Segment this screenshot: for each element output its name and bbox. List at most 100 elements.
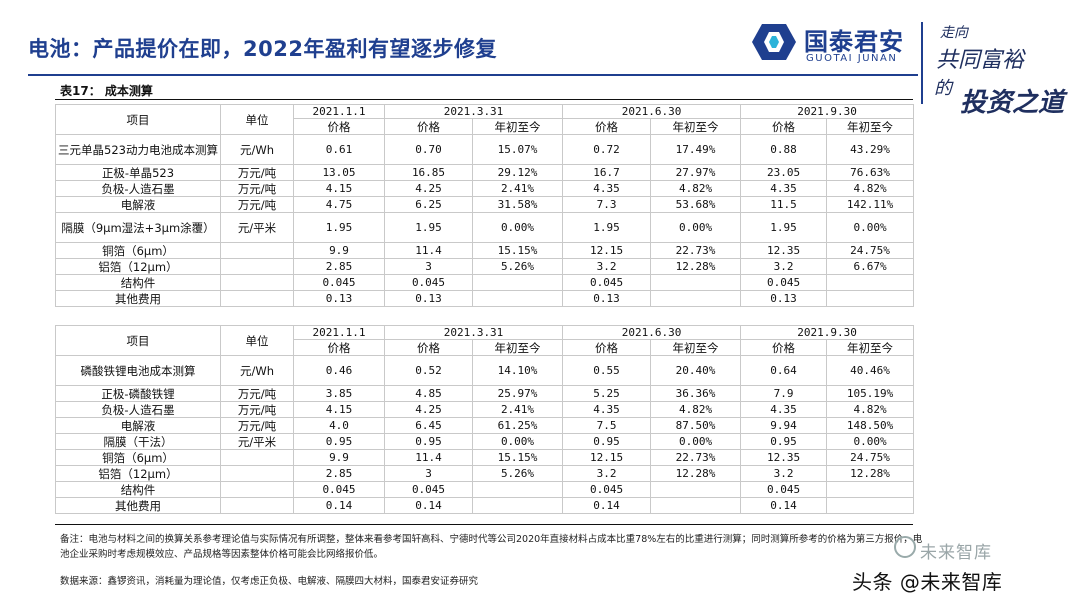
ytd-2021-06-30: 22.73%	[650, 449, 742, 466]
header-price: 价格	[562, 118, 652, 135]
price-2021-09-30: 0.045	[740, 481, 828, 498]
table-caption: 表17： 成本测算	[60, 84, 153, 98]
row-unit	[220, 242, 294, 259]
ytd-2021-09-30	[826, 481, 915, 498]
price-2021-09-30: 0.14	[740, 497, 828, 514]
ytd-2021-03-31	[471, 481, 564, 498]
price-2021-09-30: 0.64	[740, 355, 828, 386]
slogan: 走向 共同富裕 的 投资之道	[932, 18, 1072, 118]
data-source: 数据来源：鑫锣资讯，消耗量为理论值，仅考虑正负极、电解液、隔膜四大材料，国泰君安…	[60, 576, 479, 587]
price-2021-06-30: 0.13	[562, 290, 652, 307]
watermark-logo-icon	[894, 536, 916, 558]
table-row: 负极-人造石墨 万元/吨 4.15 4.25 2.41% 4.35 4.82% 4.35 4.8…	[55, 180, 915, 197]
price-2021-06-30: 0.045	[562, 274, 652, 291]
ytd-2021-09-30: 142.11%	[826, 196, 915, 213]
header-date: 2021.3.31	[383, 104, 564, 119]
price-2021-09-30: 1.95	[740, 212, 828, 243]
row-unit: 万元/吨	[220, 164, 294, 181]
table-row: 三元单晶523动力电池成本测算 元/Wh 0.61 0.70 15.07% 0.72 17.…	[55, 134, 915, 165]
price-2021-09-30: 12.35	[740, 449, 828, 466]
price-2021-06-30: 7.5	[562, 417, 652, 434]
logo-english-name: GUOTAI JUNAN	[806, 53, 898, 64]
ytd-2021-06-30: 53.68%	[650, 196, 742, 213]
row-unit	[220, 481, 294, 498]
price-2021-09-30: 4.35	[740, 401, 828, 418]
table-row: 其他费用 0.13 0.13 0.13 0.13	[55, 290, 915, 307]
header-ytd: 年初至今	[650, 339, 742, 356]
row-item: 其他费用	[55, 497, 221, 514]
table-row: 结构件 0.045 0.045 0.045 0.045	[55, 481, 915, 498]
price-2021-01-01: 0.95	[293, 433, 385, 450]
table-row: 电解液 万元/吨 4.0 6.45 61.25% 7.5 87.50% 9.94 148.50%	[55, 417, 915, 434]
price-2021-03-31: 0.045	[384, 274, 473, 291]
ytd-2021-06-30: 12.28%	[650, 465, 742, 482]
price-2021-06-30: 1.95	[562, 212, 652, 243]
price-2021-09-30: 3.2	[740, 465, 828, 482]
price-2021-06-30: 0.14	[562, 497, 652, 514]
price-2021-03-31: 3	[384, 465, 473, 482]
price-2021-03-31: 6.45	[384, 417, 473, 434]
table-row: 磷酸铁锂电池成本测算 元/Wh 0.46 0.52 14.10% 0.55 20.40% 0.…	[55, 355, 915, 386]
header-price: 价格	[562, 339, 652, 356]
row-item: 隔膜（9μm湿法+3μm涂覆）	[55, 212, 221, 243]
price-2021-06-30: 0.55	[562, 355, 652, 386]
guotai-junan-logo: 国泰君安 GUOTAI JUNAN	[752, 22, 912, 66]
price-2021-06-30: 0.045	[562, 481, 652, 498]
header-date: 2021.9.30	[740, 104, 915, 119]
ytd-2021-06-30: 12.28%	[650, 258, 742, 275]
price-2021-09-30: 12.35	[740, 242, 828, 259]
ytd-2021-06-30	[650, 290, 742, 307]
row-unit	[220, 465, 294, 482]
ytd-2021-06-30: 0.00%	[650, 433, 742, 450]
price-2021-06-30: 12.15	[562, 449, 652, 466]
row-item: 其他费用	[55, 290, 221, 307]
slogan-line-3: 的	[934, 78, 952, 99]
price-2021-09-30: 3.2	[740, 258, 828, 275]
ytd-2021-03-31: 2.41%	[471, 180, 564, 197]
ytd-2021-06-30: 4.82%	[650, 180, 742, 197]
header-date: 2021.6.30	[562, 104, 742, 119]
logo-mark-icon	[752, 24, 796, 60]
table-row: 铜箔（6μm） 9.9 11.4 15.15% 12.15 22.73% 12.35 24.7…	[55, 449, 915, 466]
row-unit	[220, 274, 294, 291]
row-item: 磷酸铁锂电池成本测算	[55, 355, 221, 386]
ytd-2021-09-30: 105.19%	[826, 385, 915, 402]
ytd-2021-09-30: 6.67%	[826, 258, 915, 275]
row-item: 负极-人造石墨	[55, 401, 221, 418]
row-item: 铝箔（12μm）	[55, 258, 221, 275]
ytd-2021-06-30: 0.00%	[650, 212, 742, 243]
ytd-2021-09-30	[826, 497, 915, 514]
price-2021-01-01: 0.045	[293, 481, 385, 498]
price-2021-03-31: 3	[384, 258, 473, 275]
price-2021-03-31: 16.85	[384, 164, 473, 181]
header-price: 价格	[293, 339, 385, 356]
row-item: 电解液	[55, 196, 221, 213]
header-ytd: 年初至今	[471, 118, 564, 135]
price-2021-09-30: 4.35	[740, 180, 828, 197]
price-2021-01-01: 13.05	[293, 164, 385, 181]
title-divider	[28, 74, 918, 76]
ytd-2021-03-31: 5.26%	[471, 258, 564, 275]
footnote: 备注：电池与材料之间的换算关系参考理论值与实际情况有所调整，整体来看参考国轩高科…	[60, 534, 923, 560]
ytd-2021-03-31: 29.12%	[471, 164, 564, 181]
header-ytd: 年初至今	[826, 339, 915, 356]
price-2021-09-30: 9.94	[740, 417, 828, 434]
price-2021-01-01: 0.14	[293, 497, 385, 514]
price-2021-06-30: 5.25	[562, 385, 652, 402]
price-2021-06-30: 12.15	[562, 242, 652, 259]
header-unit: 单位	[220, 104, 294, 135]
price-2021-09-30: 0.95	[740, 433, 828, 450]
header-item: 项目	[55, 325, 221, 356]
header-item: 项目	[55, 104, 221, 135]
price-2021-09-30: 0.045	[740, 274, 828, 291]
price-2021-01-01: 2.85	[293, 258, 385, 275]
row-unit: 万元/吨	[220, 401, 294, 418]
table-row: 铝箔（12μm） 2.85 3 5.26% 3.2 12.28% 3.2 6.67%	[55, 258, 915, 275]
ytd-2021-09-30: 0.00%	[826, 433, 915, 450]
ytd-2021-03-31: 15.07%	[471, 134, 564, 165]
header-ytd: 年初至今	[471, 339, 564, 356]
price-2021-01-01: 3.85	[293, 385, 385, 402]
ytd-2021-03-31: 0.00%	[471, 212, 564, 243]
row-unit: 万元/吨	[220, 385, 294, 402]
ytd-2021-03-31: 5.26%	[471, 465, 564, 482]
